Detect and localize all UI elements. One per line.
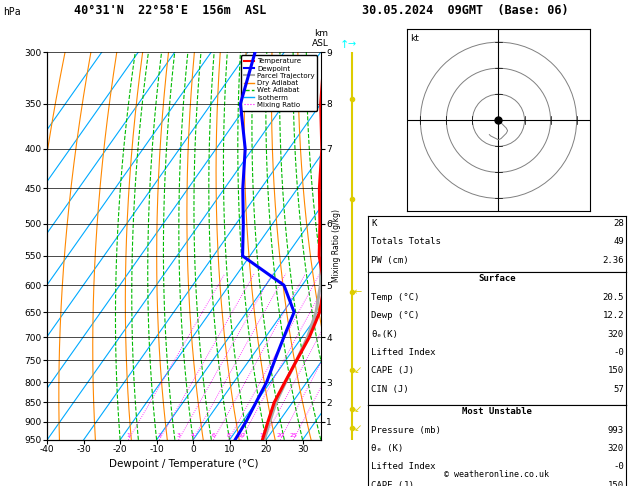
Text: ↑: ↑: [340, 39, 349, 50]
X-axis label: Dewpoint / Temperature (°C): Dewpoint / Temperature (°C): [109, 459, 259, 469]
Text: 2: 2: [157, 433, 162, 438]
Text: Totals Totals: Totals Totals: [371, 237, 441, 246]
Text: 15: 15: [260, 433, 267, 438]
Text: K: K: [371, 219, 377, 228]
Text: 320: 320: [608, 444, 624, 453]
Text: CIN (J): CIN (J): [371, 385, 409, 394]
Text: ←: ←: [353, 287, 362, 297]
Text: -0: -0: [613, 348, 624, 357]
Text: ↙: ↙: [353, 423, 362, 433]
Text: kt: kt: [410, 35, 419, 43]
Text: 1: 1: [126, 433, 130, 438]
Text: Surface: Surface: [478, 274, 516, 283]
Text: Pressure (mb): Pressure (mb): [371, 426, 441, 434]
Text: ↙: ↙: [353, 404, 362, 414]
Text: 150: 150: [608, 366, 624, 376]
Text: © weatheronline.co.uk: © weatheronline.co.uk: [445, 469, 549, 479]
Text: 30.05.2024  09GMT  (Base: 06): 30.05.2024 09GMT (Base: 06): [362, 4, 569, 17]
Text: Mixing Ratio (g/kg): Mixing Ratio (g/kg): [332, 209, 341, 282]
Text: 49: 49: [613, 237, 624, 246]
Text: →: →: [348, 39, 356, 50]
Text: Dewp (°C): Dewp (°C): [371, 311, 420, 320]
Text: θₑ(K): θₑ(K): [371, 330, 398, 339]
Text: 20.5: 20.5: [603, 293, 624, 302]
Text: 3: 3: [177, 433, 181, 438]
Text: Temp (°C): Temp (°C): [371, 293, 420, 302]
Text: Most Unstable: Most Unstable: [462, 407, 532, 416]
Text: km
ASL: km ASL: [313, 29, 329, 48]
Text: 10: 10: [237, 433, 245, 438]
Text: 28: 28: [613, 219, 624, 228]
Text: θₑ (K): θₑ (K): [371, 444, 403, 453]
Legend: Temperature, Dewpoint, Parcel Trajectory, Dry Adiabat, Wet Adiabat, Isotherm, Mi: Temperature, Dewpoint, Parcel Trajectory…: [241, 55, 317, 110]
Text: 12.2: 12.2: [603, 311, 624, 320]
Text: 25: 25: [289, 433, 298, 438]
Text: Lifted Index: Lifted Index: [371, 463, 436, 471]
Text: 4: 4: [191, 433, 195, 438]
Text: 320: 320: [608, 330, 624, 339]
Text: ↙: ↙: [353, 365, 362, 375]
Text: LCL: LCL: [370, 402, 385, 411]
Text: -0: -0: [613, 463, 624, 471]
Text: hPa: hPa: [3, 7, 21, 17]
Text: 6: 6: [211, 433, 215, 438]
Text: 8: 8: [226, 433, 231, 438]
Text: 20: 20: [276, 433, 284, 438]
Text: 2.36: 2.36: [603, 256, 624, 265]
Text: CAPE (J): CAPE (J): [371, 366, 414, 376]
Text: CAPE (J): CAPE (J): [371, 481, 414, 486]
Text: 57: 57: [613, 385, 624, 394]
Text: PW (cm): PW (cm): [371, 256, 409, 265]
Text: 993: 993: [608, 426, 624, 434]
Text: 150: 150: [608, 481, 624, 486]
Text: Lifted Index: Lifted Index: [371, 348, 436, 357]
Text: 40°31'N  22°58'E  156m  ASL: 40°31'N 22°58'E 156m ASL: [74, 4, 266, 17]
